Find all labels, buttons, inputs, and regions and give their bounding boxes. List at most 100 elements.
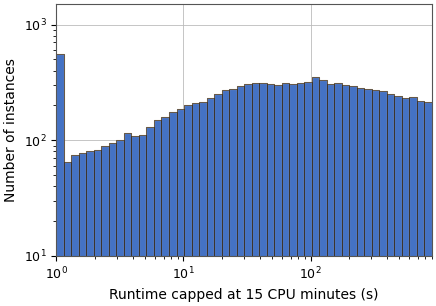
Bar [221,90,229,306]
Bar [417,101,424,306]
Bar [402,99,409,306]
Bar [214,94,221,306]
Bar [109,143,116,306]
Bar [274,85,282,306]
Bar [102,146,109,306]
Bar [237,86,244,306]
Bar [274,85,282,306]
Bar [394,96,402,306]
Bar [282,84,289,306]
Bar [244,84,252,306]
Bar [387,94,394,306]
Bar [191,103,199,306]
Bar [229,88,237,306]
Bar [304,82,312,306]
Bar [139,136,146,306]
Bar [109,143,116,306]
Bar [424,102,432,306]
Bar [267,84,274,306]
Bar [289,84,296,306]
Bar [191,103,199,306]
Bar [124,133,131,306]
Bar [379,91,387,306]
Bar [56,54,64,306]
Bar [252,84,259,306]
Bar [282,84,289,306]
Bar [319,80,327,306]
Bar [327,84,334,306]
Bar [296,83,304,306]
Bar [169,112,177,306]
Bar [349,86,357,306]
Bar [116,140,124,306]
Bar [304,82,312,306]
Bar [79,153,86,306]
Bar [252,84,259,306]
Bar [214,94,221,306]
Bar [364,88,372,306]
Bar [244,84,252,306]
Bar [312,77,319,306]
Bar [379,91,387,306]
Bar [86,151,94,306]
Bar [177,109,184,306]
Bar [207,99,214,306]
Bar [259,83,267,306]
Bar [154,120,161,306]
Bar [79,153,86,306]
Bar [154,120,161,306]
Bar [259,83,267,306]
Bar [424,102,432,306]
Bar [312,77,319,306]
Bar [64,162,72,306]
Bar [342,85,349,306]
Bar [207,99,214,306]
Bar [229,88,237,306]
Bar [94,150,102,306]
Bar [184,106,191,306]
Bar [327,84,334,306]
Bar [267,84,274,306]
Bar [387,94,394,306]
Bar [372,90,379,306]
Bar [56,54,64,306]
Bar [319,80,327,306]
X-axis label: Runtime capped at 15 CPU minutes (s): Runtime capped at 15 CPU minutes (s) [109,288,379,302]
Bar [146,127,154,306]
Bar [334,84,342,306]
Bar [394,96,402,306]
Bar [177,109,184,306]
Bar [199,102,207,306]
Bar [184,106,191,306]
Bar [131,136,139,306]
Bar [86,151,94,306]
Bar [161,117,169,306]
Bar [161,117,169,306]
Bar [417,101,424,306]
Bar [372,90,379,306]
Bar [221,90,229,306]
Bar [357,88,364,306]
Bar [131,136,139,306]
Bar [116,140,124,306]
Bar [124,133,131,306]
Bar [409,97,417,306]
Bar [364,88,372,306]
Bar [349,86,357,306]
Bar [72,155,79,306]
Bar [409,97,417,306]
Y-axis label: Number of instances: Number of instances [4,58,18,202]
Bar [357,88,364,306]
Bar [94,150,102,306]
Bar [169,112,177,306]
Bar [334,84,342,306]
Bar [289,84,296,306]
Bar [102,146,109,306]
Bar [64,162,72,306]
Bar [72,155,79,306]
Bar [199,102,207,306]
Bar [139,136,146,306]
Bar [237,86,244,306]
Bar [402,99,409,306]
Bar [146,127,154,306]
